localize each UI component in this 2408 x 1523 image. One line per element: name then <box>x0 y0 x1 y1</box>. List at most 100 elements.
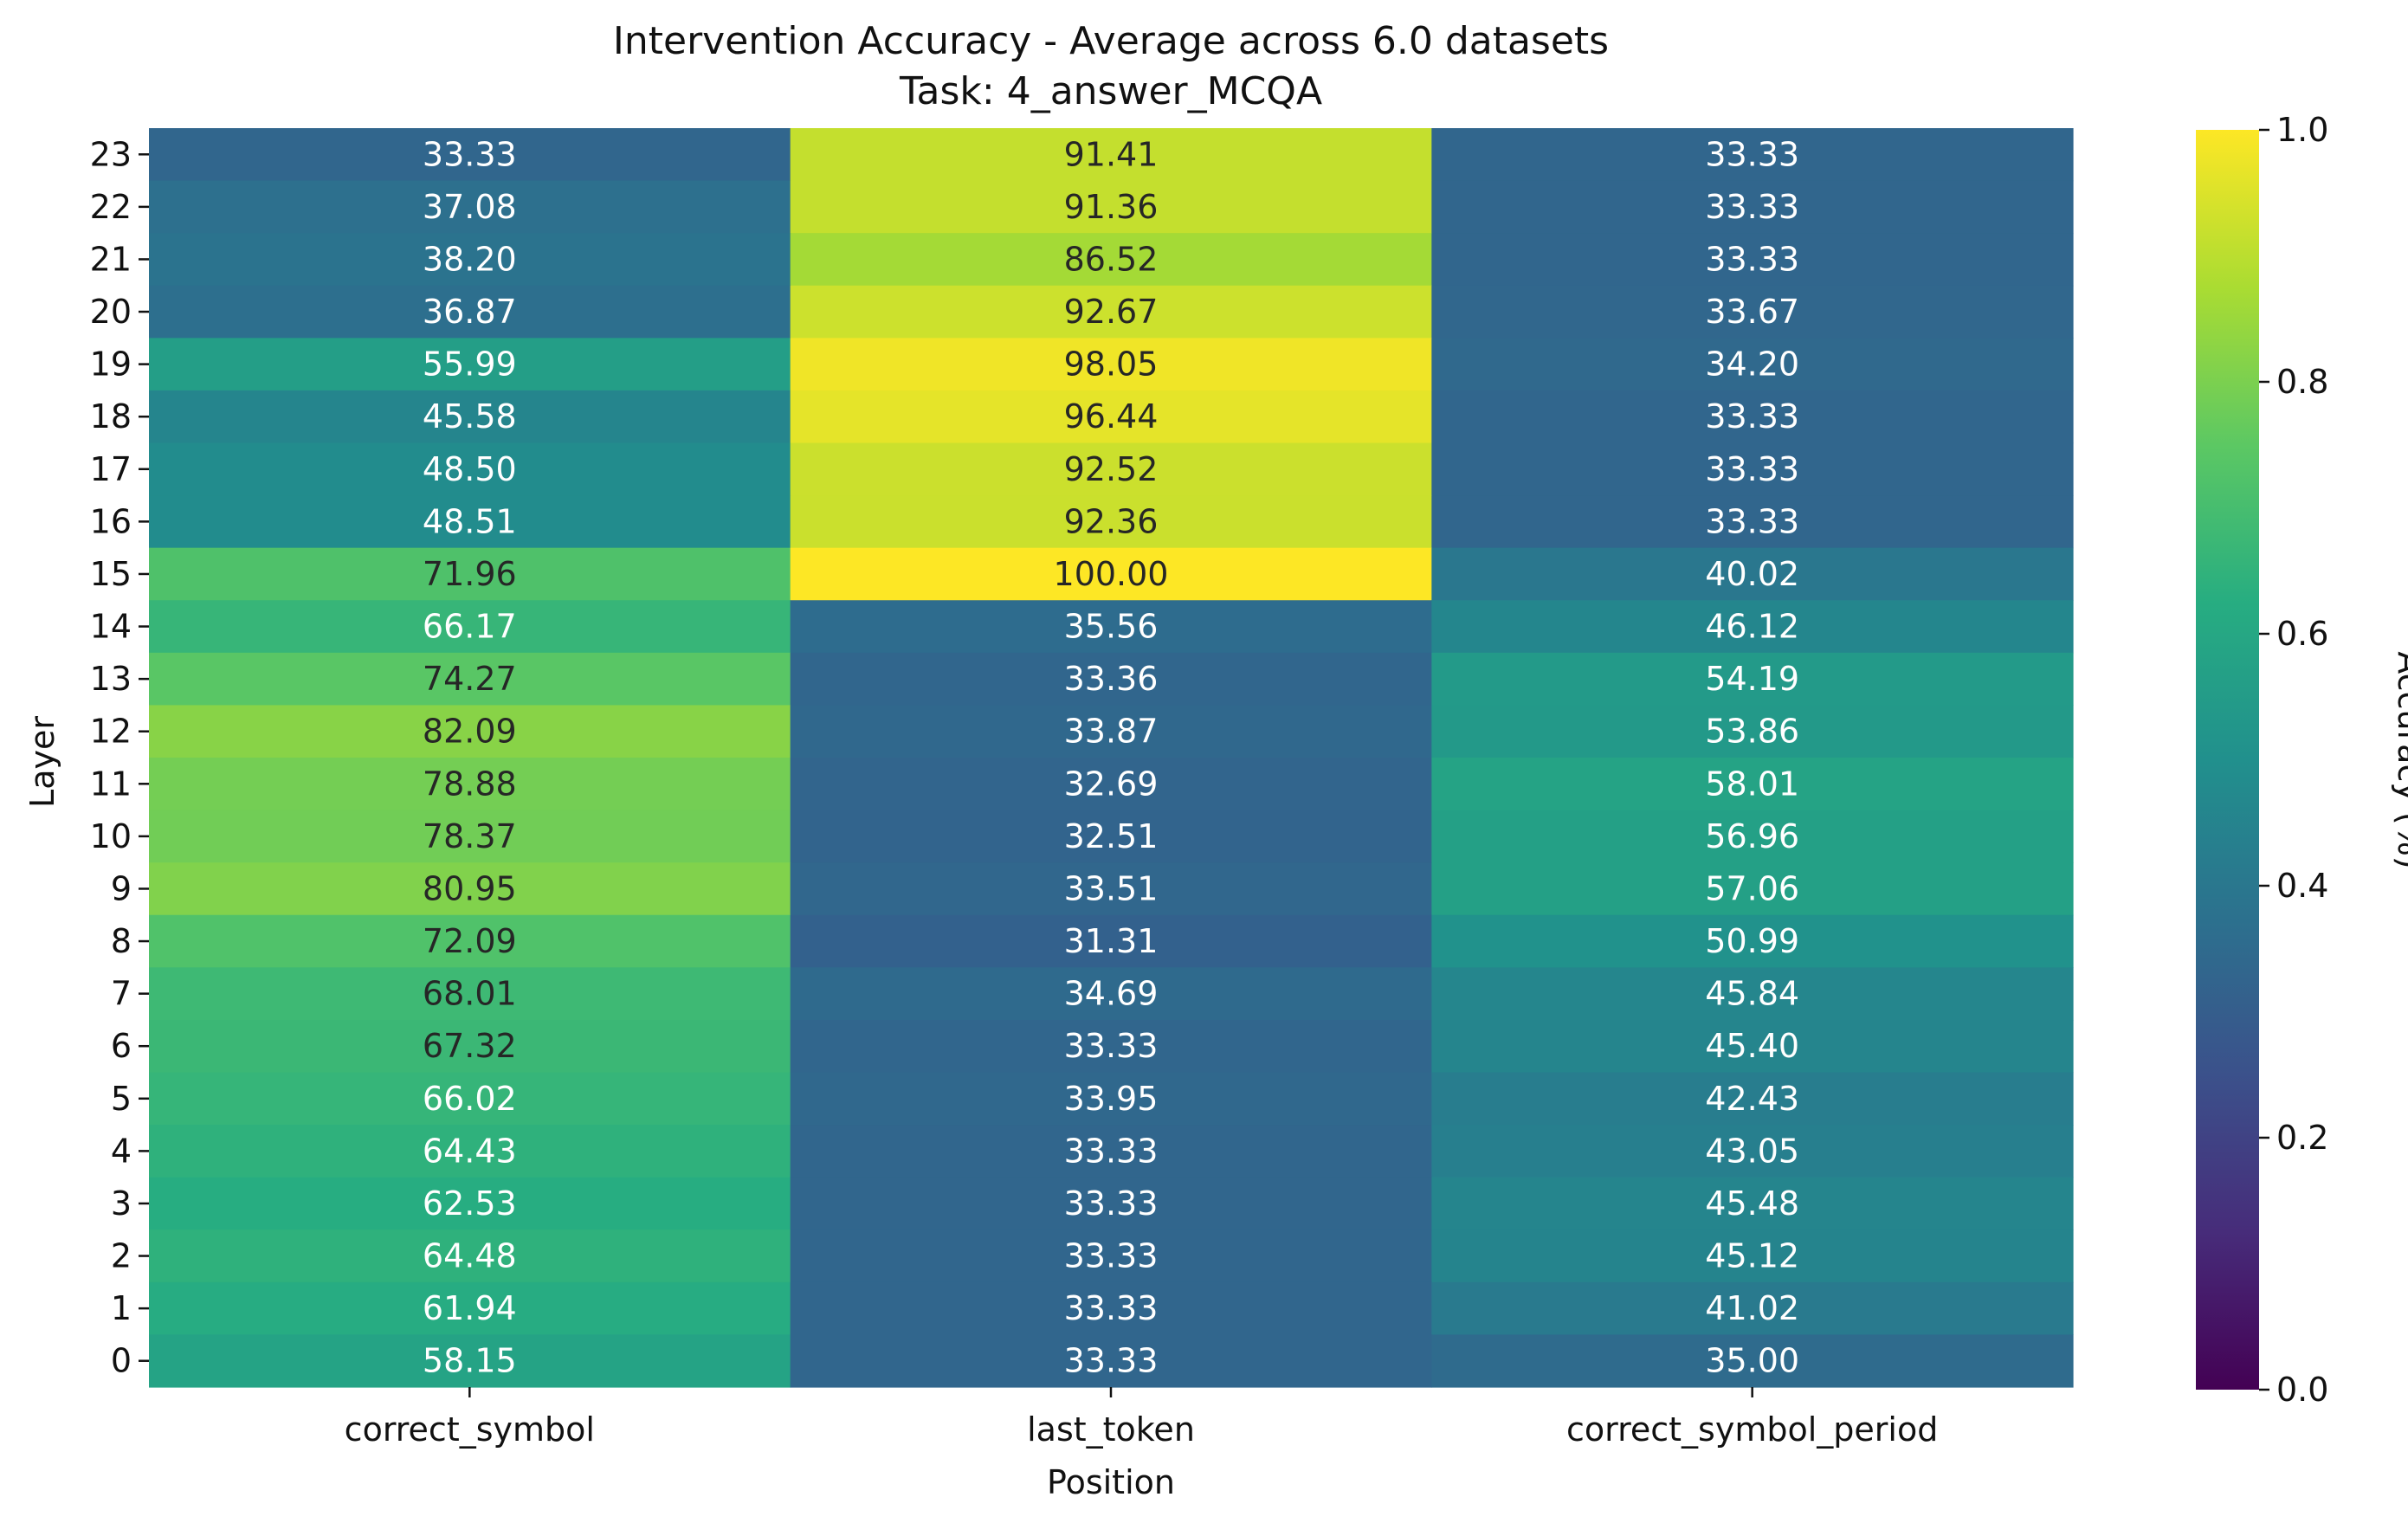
heatmap-cell <box>1431 442 2074 496</box>
colorbar-tick-label: 0.2 <box>2276 1119 2328 1157</box>
chart-title: Intervention Accuracy - Average across 6… <box>613 19 1609 63</box>
heatmap-cell <box>149 810 791 863</box>
cell-value-label: 96.44 <box>1064 397 1159 436</box>
cell-value-label: 56.96 <box>1705 817 1799 855</box>
heatmap-cell <box>1431 862 2074 916</box>
heatmap-cell <box>1431 1281 2074 1336</box>
cell-value-label: 33.33 <box>1064 1237 1159 1275</box>
heatmap-cell <box>149 758 791 811</box>
cell-value-label: 43.05 <box>1705 1132 1799 1170</box>
heatmap-cell <box>790 600 1432 654</box>
cell-value-label: 34.20 <box>1705 345 1799 384</box>
cell-value-label: 71.96 <box>423 555 517 593</box>
heatmap-cell <box>149 180 791 234</box>
y-tick-label: 15 <box>90 555 132 593</box>
heatmap-cell <box>790 1072 1432 1126</box>
cell-value-label: 46.12 <box>1705 608 1799 646</box>
heatmap-cell <box>149 547 791 601</box>
heatmap-cell <box>790 1019 1432 1074</box>
cell-value-label: 67.32 <box>423 1027 517 1065</box>
cell-value-label: 53.86 <box>1705 713 1799 751</box>
heatmap-cell <box>790 547 1432 601</box>
chart-subtitle: Task: 4_answer_MCQA <box>899 69 1322 113</box>
y-tick-label: 11 <box>90 765 132 803</box>
heatmap-cell <box>1431 1229 2074 1283</box>
heatmap-cell <box>149 128 791 182</box>
cell-value-label: 86.52 <box>1064 240 1159 278</box>
heatmap-cell <box>149 914 791 968</box>
cell-value-label: 33.33 <box>1705 450 1799 488</box>
heatmap-cell <box>790 967 1432 1021</box>
y-tick-label: 16 <box>90 502 132 540</box>
cell-value-label: 50.99 <box>1705 922 1799 960</box>
heatmap-cell <box>149 1334 791 1388</box>
cell-value-label: 33.33 <box>1705 240 1799 278</box>
heatmap-cell <box>149 652 791 707</box>
heatmap-cell <box>149 1229 791 1283</box>
y-tick-label: 5 <box>111 1080 132 1118</box>
heatmap-cell <box>149 390 791 444</box>
cell-value-label: 64.43 <box>423 1132 517 1170</box>
heatmap-cell <box>1431 705 2074 758</box>
heatmap-cell <box>790 652 1432 707</box>
y-tick-label: 21 <box>90 240 132 278</box>
cell-value-label: 48.50 <box>423 450 517 488</box>
cell-value-label: 74.27 <box>423 660 517 698</box>
heatmap-cell <box>149 705 791 758</box>
cell-value-label: 58.01 <box>1705 765 1799 803</box>
heatmap-cell <box>790 862 1432 916</box>
cell-value-label: 32.69 <box>1064 765 1159 803</box>
cell-value-label: 34.69 <box>1064 975 1159 1013</box>
heatmap-cell <box>1431 810 2074 863</box>
y-tick-label: 3 <box>111 1184 132 1223</box>
heatmap-cell <box>1431 233 2074 287</box>
heatmap-cell <box>1431 1334 2074 1388</box>
heatmap-cell <box>1431 758 2074 811</box>
heatmap-cell <box>790 180 1432 234</box>
heatmap-cell <box>149 495 791 549</box>
cell-value-label: 35.00 <box>1705 1342 1799 1380</box>
cell-value-label: 98.05 <box>1064 345 1159 384</box>
heatmap-cell <box>149 967 791 1021</box>
cell-value-label: 45.84 <box>1705 975 1799 1013</box>
heatmap-cell <box>149 600 791 654</box>
y-tick-label: 7 <box>111 975 132 1013</box>
cell-value-label: 32.51 <box>1064 817 1159 855</box>
cell-value-label: 64.48 <box>423 1237 517 1275</box>
cell-value-label: 36.87 <box>423 293 517 331</box>
x-tick-label: correct_symbol_period <box>1566 1410 1938 1449</box>
cell-value-label: 57.06 <box>1705 869 1799 907</box>
y-tick-label: 10 <box>90 817 132 855</box>
cell-value-label: 78.37 <box>423 817 517 855</box>
cell-value-label: 33.33 <box>1705 397 1799 436</box>
heatmap-cell <box>1431 495 2074 549</box>
heatmap-cell <box>790 914 1432 968</box>
x-tick-label: last_token <box>1027 1410 1195 1449</box>
heatmap-cell <box>1431 600 2074 654</box>
heatmap-cell <box>790 495 1432 549</box>
heatmap-cell <box>149 1019 791 1074</box>
heatmap-cell <box>790 1229 1432 1283</box>
heatmap-cell <box>790 233 1432 287</box>
x-tick-label: correct_symbol <box>345 1410 595 1449</box>
colorbar-tick-label: 1.0 <box>2276 111 2328 149</box>
y-tick-label: 9 <box>111 869 132 907</box>
heatmap-cell <box>1431 1177 2074 1230</box>
cell-value-label: 80.95 <box>423 869 517 907</box>
heatmap-cell <box>790 1177 1432 1230</box>
y-tick-label: 17 <box>90 450 132 488</box>
cell-value-label: 54.19 <box>1705 660 1799 698</box>
heatmap-cell <box>790 810 1432 863</box>
heatmap-cell <box>1431 1072 2074 1126</box>
cell-value-label: 33.33 <box>1064 1132 1159 1170</box>
heatmap-cell <box>790 338 1432 391</box>
cell-value-label: 31.31 <box>1064 922 1159 960</box>
cell-value-label: 35.56 <box>1064 608 1159 646</box>
heatmap-cell <box>149 1125 791 1178</box>
heatmap-cell <box>149 285 791 339</box>
y-tick-label: 18 <box>90 397 132 436</box>
cell-value-label: 45.12 <box>1705 1237 1799 1275</box>
heatmap-cell <box>149 442 791 496</box>
